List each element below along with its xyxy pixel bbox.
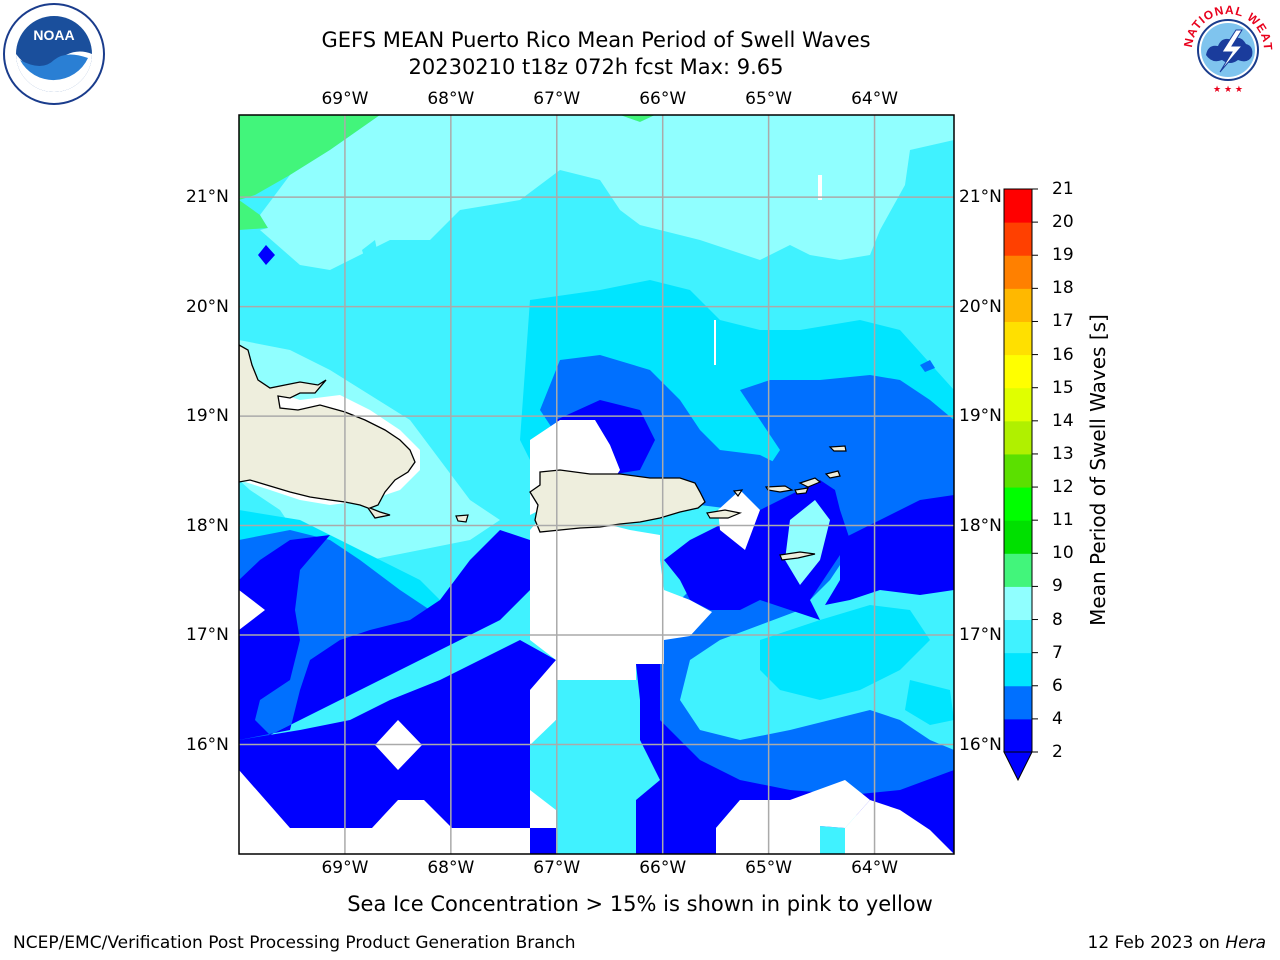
lon-tick-top: 67°W <box>533 89 581 109</box>
colorbar-segment <box>1004 520 1032 554</box>
colorbar-tick-label: 6 <box>1052 675 1063 696</box>
lon-tick-bottom: 65°W <box>745 858 793 878</box>
colorbar <box>1003 188 1038 782</box>
lon-tick-bottom: 66°W <box>639 858 687 878</box>
chart-subtitle: 20230210 t18z 072h fcst Max: 9.65 <box>408 55 784 79</box>
credit-host: Hera <box>1225 933 1266 953</box>
colorbar-segment <box>1004 222 1032 256</box>
colorbar-tick-label: 18 <box>1052 278 1074 299</box>
lon-tick-top: 69°W <box>321 89 369 109</box>
colorbar-segment <box>1004 288 1032 322</box>
map-frame <box>238 114 955 855</box>
colorbar-tick-label: 7 <box>1052 642 1063 663</box>
land-puerto-rico <box>529 469 706 533</box>
colorbar-segment <box>1004 189 1032 223</box>
lon-tick-bottom: 69°W <box>321 858 369 878</box>
colorbar-extend-min <box>1003 751 1033 782</box>
colorbar-segment <box>1004 652 1032 687</box>
lat-tick-right: 21°N <box>959 187 1002 208</box>
colorbar-segment <box>1004 420 1032 455</box>
lat-tick-right: 20°N <box>959 296 1002 317</box>
lon-tick-top: 66°W <box>639 89 687 109</box>
lat-tick-left: 16°N <box>186 734 229 755</box>
colorbar-tick-label: 2 <box>1052 742 1063 762</box>
colorbar-frame <box>1003 188 1033 753</box>
lon-tick-bottom: 67°W <box>533 858 581 878</box>
swell-contour-7-8 <box>239 230 260 285</box>
map-plot-area <box>239 115 954 854</box>
noaa-logo: NOAA <box>3 3 105 105</box>
colorbar-segment <box>1004 586 1032 621</box>
sea-ice-footnote: Sea Ice Concentration > 15% is shown in … <box>347 892 933 916</box>
lat-tick-left: 21°N <box>186 187 229 208</box>
nws-logo: NATIONAL WEATHER SERVICE ★ ★ ★ <box>1178 0 1275 97</box>
credit-left: NCEP/EMC/Verification Post Processing Pr… <box>13 933 576 953</box>
swell-contour-8-9 <box>260 115 954 270</box>
lat-tick-right: 16°N <box>959 734 1002 755</box>
colorbar-segment <box>1004 619 1032 654</box>
colorbar-segment <box>1004 255 1032 289</box>
colorbar-tick-label: 14 <box>1052 410 1074 431</box>
lat-tick-left: 17°N <box>186 625 229 646</box>
chart-title: GEFS MEAN Puerto Rico Mean Period of Swe… <box>321 28 871 52</box>
colorbar-tick-label: 10 <box>1052 543 1074 564</box>
colorbar-tick-label: 9 <box>1052 576 1063 597</box>
colorbar-segment <box>1004 354 1032 389</box>
lat-tick-right: 19°N <box>959 406 1002 427</box>
lat-tick-left: 18°N <box>186 515 229 536</box>
svg-text:★ ★ ★: ★ ★ ★ <box>1213 85 1243 95</box>
colorbar-tick-label: 13 <box>1052 443 1074 464</box>
colorbar-segment <box>1004 685 1032 720</box>
lon-tick-top: 65°W <box>745 89 793 109</box>
noaa-logo-text: NOAA <box>33 27 74 43</box>
colorbar-tick-label: 15 <box>1052 377 1074 398</box>
land-hispaniola <box>239 344 416 519</box>
colorbar-segment <box>1004 321 1032 356</box>
lon-tick-top: 64°W <box>851 89 899 109</box>
colorbar-tick-label: 8 <box>1052 609 1063 630</box>
lat-tick-right: 18°N <box>959 515 1002 536</box>
credit-right: 12 Feb 2023 on Hera <box>1088 933 1266 953</box>
colorbar-segment <box>1004 553 1032 587</box>
lon-tick-bottom: 68°W <box>427 858 475 878</box>
colorbar-tick-label: 16 <box>1052 344 1074 365</box>
lat-tick-left: 20°N <box>186 296 229 317</box>
map-gridlines <box>239 115 954 854</box>
colorbar-title: Mean Period of Swell Waves [s] <box>1086 314 1110 626</box>
lat-tick-right: 17°N <box>959 625 1002 646</box>
lon-tick-bottom: 64°W <box>851 858 899 878</box>
colorbar-tick-label: 4 <box>1052 708 1063 729</box>
colorbar-tick-label: 20 <box>1052 212 1074 233</box>
colorbar-segment <box>1004 487 1032 521</box>
colorbar-tick-label: 12 <box>1052 477 1074 498</box>
colorbar-segment <box>1004 387 1032 422</box>
colorbar-tick-label: 19 <box>1052 245 1074 266</box>
colorbar-tick-label: 17 <box>1052 311 1074 332</box>
colorbar-segment <box>1004 453 1032 488</box>
lat-tick-left: 19°N <box>186 406 229 427</box>
lon-tick-top: 68°W <box>427 89 475 109</box>
credit-date: 12 Feb 2023 on <box>1087 933 1226 953</box>
colorbar-segment <box>1004 718 1032 753</box>
colorbar-tick-label: 11 <box>1052 510 1074 531</box>
colorbar-tick-label: 21 <box>1052 179 1074 199</box>
